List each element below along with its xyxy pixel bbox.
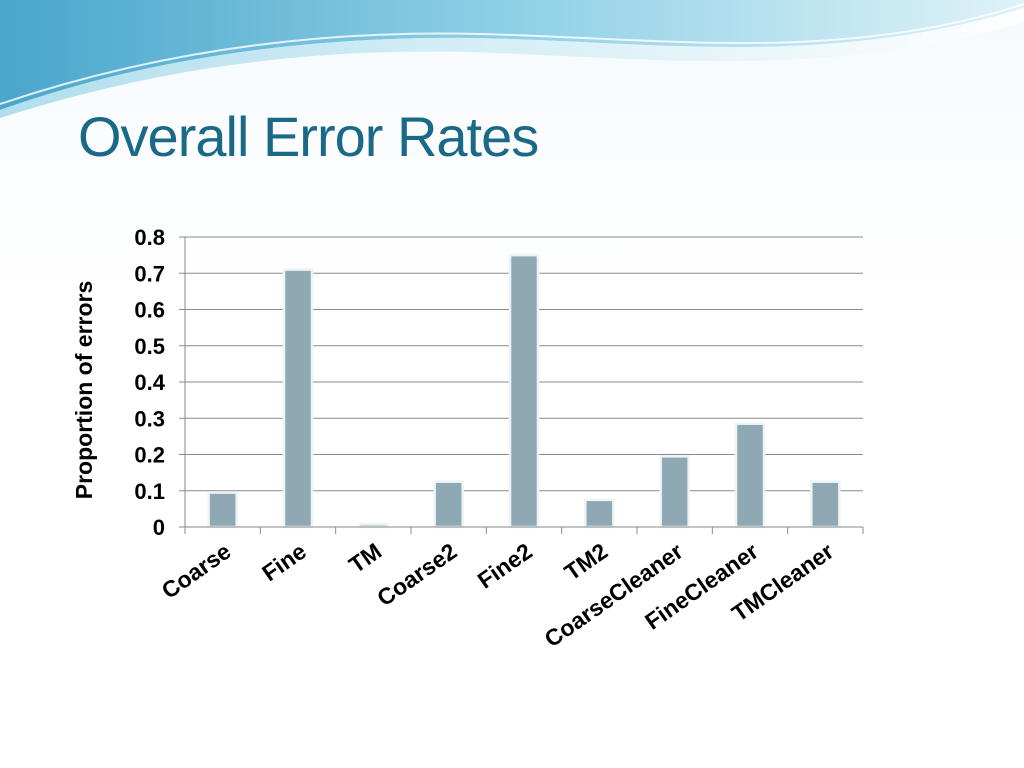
y-axis-title: Proportion of errors (71, 281, 97, 500)
y-tick-label: 0.5 (134, 334, 165, 359)
x-category-label: TM (344, 538, 386, 578)
y-tick-label: 0.3 (134, 406, 165, 431)
y-tick-label: 0.2 (134, 443, 165, 468)
y-tick-label: 0 (153, 515, 165, 540)
bar-coarse (207, 491, 238, 529)
y-tick-label: 0.4 (134, 370, 165, 395)
bar-coarse2 (433, 480, 464, 529)
y-tick-label: 0.6 (134, 298, 165, 323)
bar-fine2 (508, 253, 540, 529)
bars (207, 253, 841, 529)
bar-fine (282, 268, 314, 529)
x-category-label: TM2 (560, 538, 613, 586)
y-tick-label: 0.1 (134, 479, 165, 504)
x-category-label: Coarse2 (372, 538, 461, 611)
slide-title: Overall Error Rates (78, 105, 539, 168)
header-wave-decoration (0, 0, 1024, 118)
x-axis (184, 237, 864, 534)
bar-tm2 (584, 498, 615, 529)
bar-tmcleaner (810, 480, 841, 529)
y-tick-label: 0.7 (134, 261, 165, 286)
x-category-label: Fine (257, 538, 311, 586)
x-category-label: Coarse (157, 538, 236, 604)
y-tick-label: 0.8 (134, 225, 165, 250)
y-tick-labels: 0 0.1 0.2 0.3 0.4 0.5 0.6 0.7 0.8 (134, 225, 165, 540)
bar-finecleaner (734, 422, 766, 529)
bar-coarsecleaner (659, 455, 690, 529)
x-category-label: Fine2 (473, 538, 537, 594)
